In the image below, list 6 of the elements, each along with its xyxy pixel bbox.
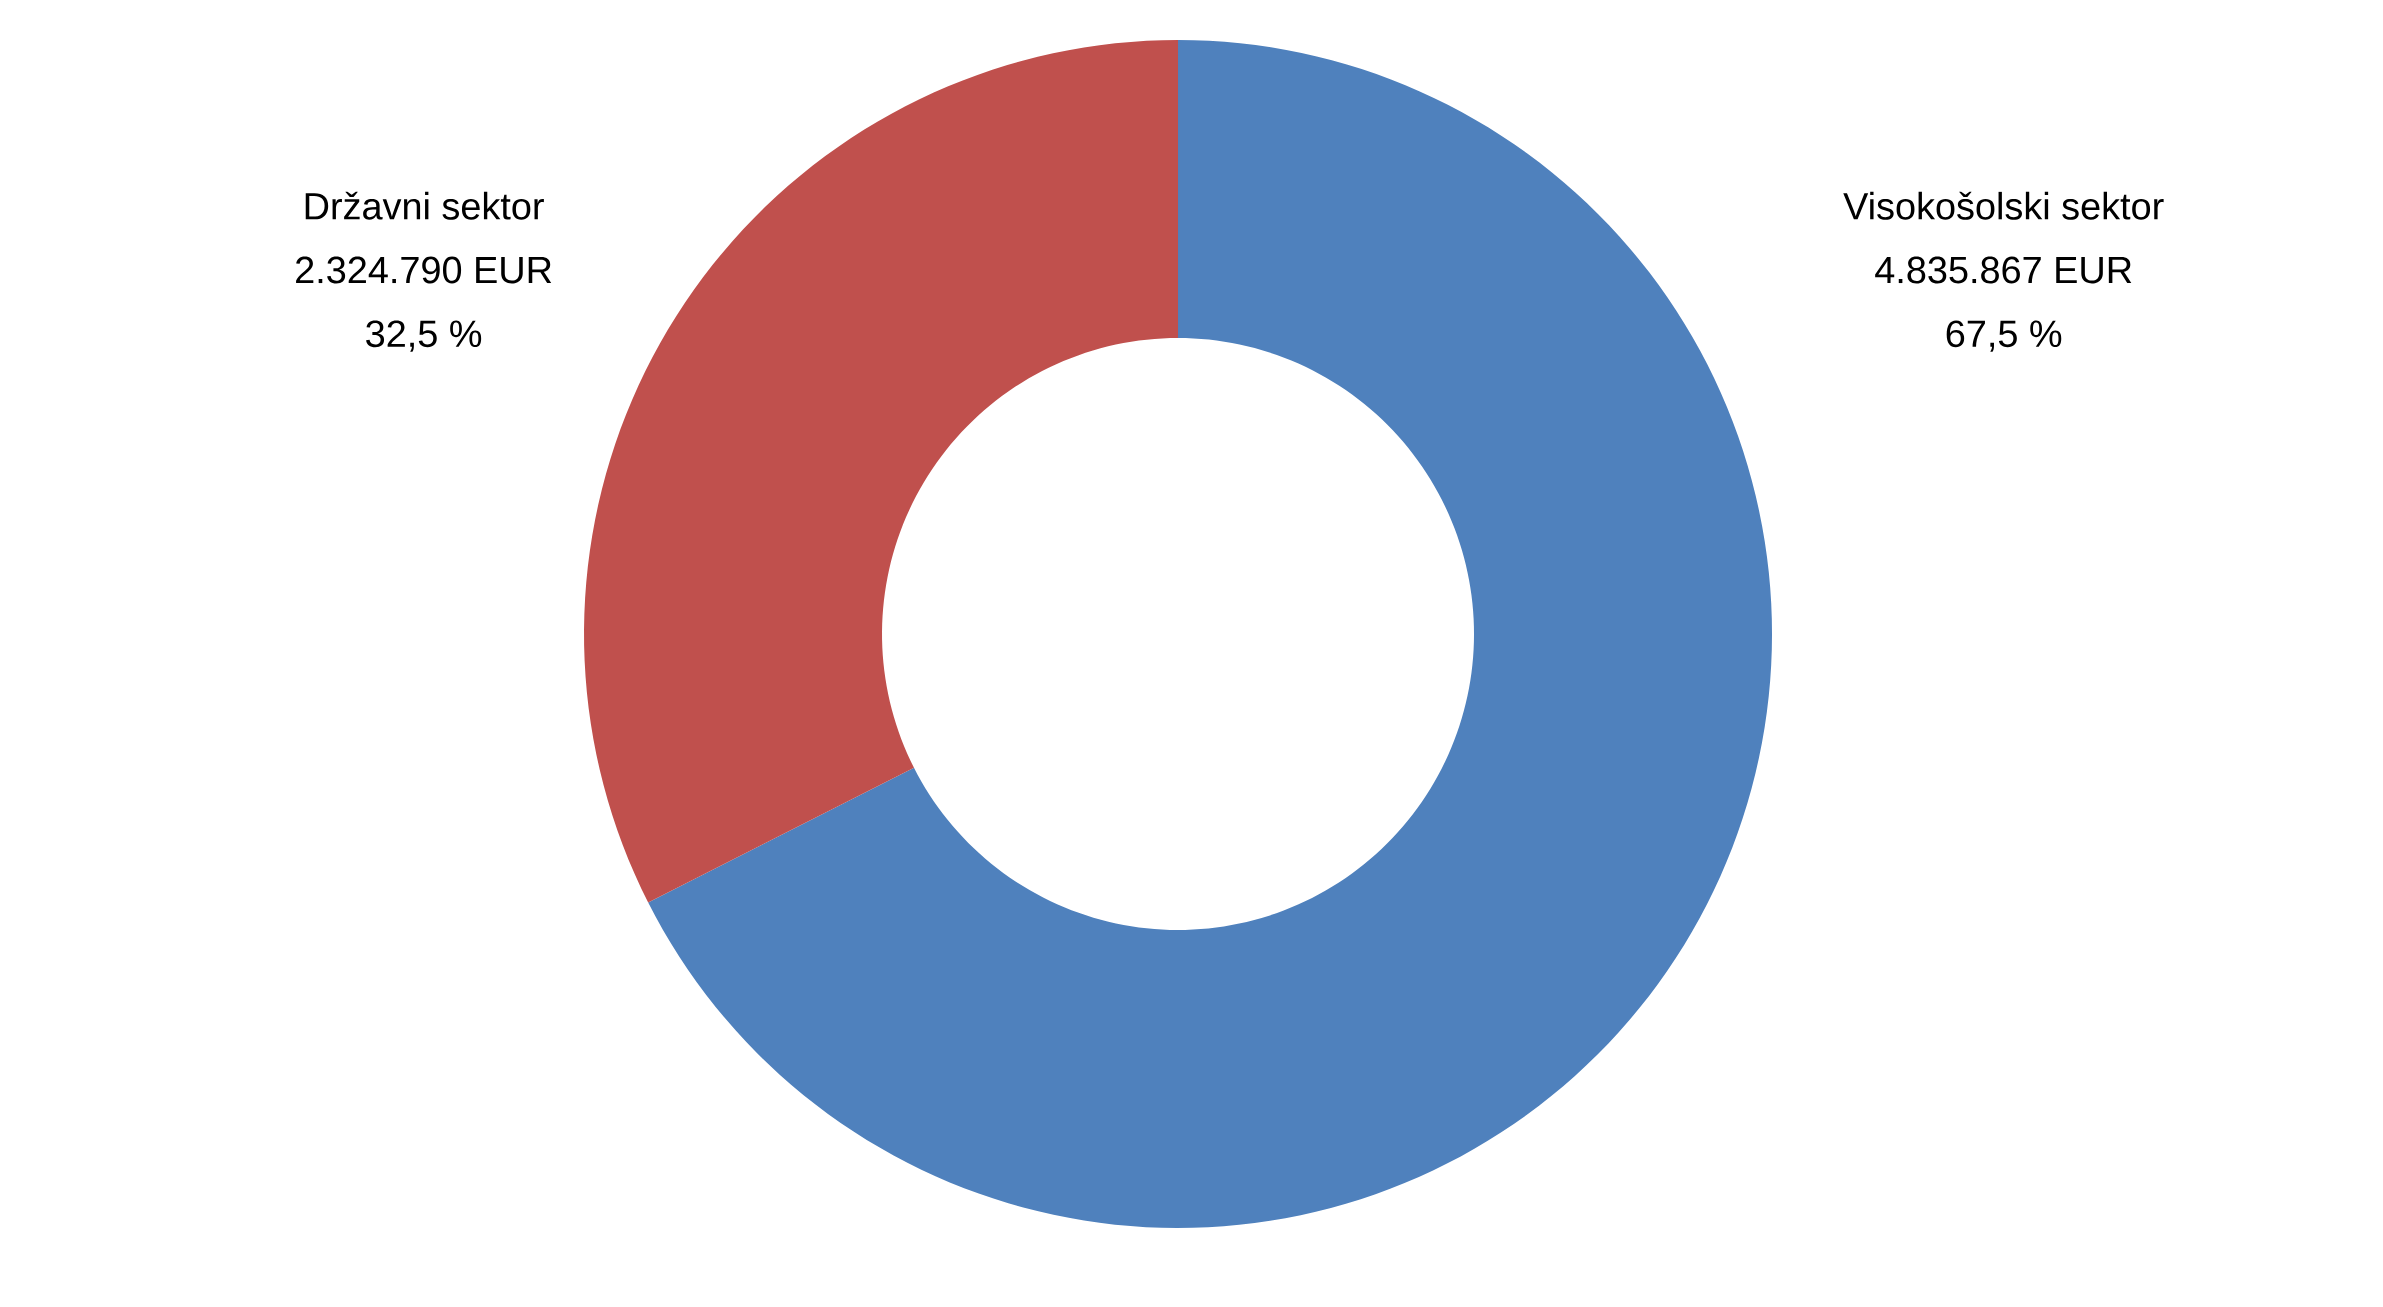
data-label: 2.324.790 EUR [296, 256, 552, 284]
data-label: 4.835.867 EUR [1875, 256, 2132, 284]
slice-label: Državni sektor [305, 191, 544, 220]
text: 32,5 % [366, 320, 482, 352]
text: 67,5 % [1946, 320, 2062, 352]
slice-label: Visokošolski sektor [1843, 191, 2164, 220]
